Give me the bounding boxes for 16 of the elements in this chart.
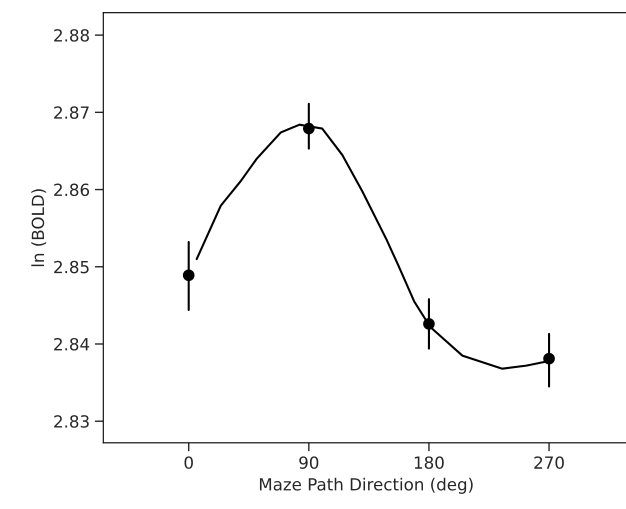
x-tick-label: 0 (184, 456, 193, 469)
y-tick-label: 2.88 (54, 29, 89, 42)
y-tick-label: 2.86 (54, 184, 90, 196)
x-tick-label: 270 (534, 456, 564, 469)
point (303, 122, 315, 134)
x-tick-label: 180 (414, 456, 444, 469)
y-axis-title: ln (BOLD) (31, 189, 46, 266)
point (543, 352, 555, 364)
y-tick-label: 2.85 (54, 260, 89, 274)
x-axis-title: Maze Path Direction (deg) (260, 478, 473, 494)
point (182, 269, 195, 282)
y-tick-label: 2.87 (54, 106, 89, 119)
y-tick-label: 2.83 (54, 415, 89, 428)
y-tick-label: 2.84 (54, 338, 90, 351)
x-tick-label: 90 (299, 456, 318, 469)
point (423, 318, 435, 330)
